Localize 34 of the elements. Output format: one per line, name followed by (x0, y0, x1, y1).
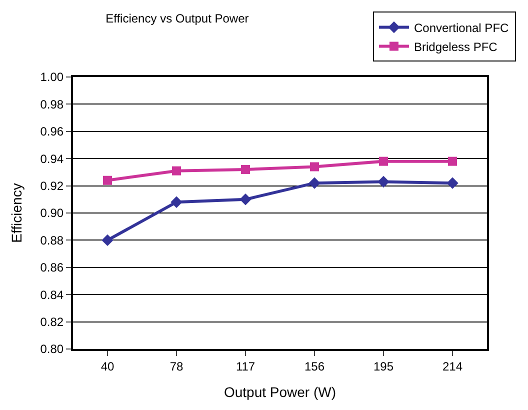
x-tick-label: 156 (304, 359, 325, 374)
x-tick-label: 40 (100, 359, 114, 374)
y-tick-label: 0.96 (40, 124, 64, 139)
y-tick-label: 0.94 (40, 152, 64, 166)
point (172, 166, 181, 176)
x-axis-title: Output Power (W) (224, 384, 336, 400)
y-tick-label: 0.82 (40, 315, 64, 329)
x-tick-label: 78 (170, 359, 184, 374)
legend-label: Bridgeless PFC (414, 40, 498, 54)
point (310, 162, 319, 172)
point (378, 176, 390, 188)
y-tick-label: 0.88 (40, 233, 64, 248)
y-axis-title: Efficiency (8, 183, 24, 243)
point (102, 234, 114, 246)
y-tick-label: 0.84 (40, 288, 64, 302)
point (379, 156, 388, 166)
y-tick-label: 0.98 (40, 97, 64, 112)
x-tick-label: 214 (442, 359, 463, 374)
point (103, 176, 112, 185)
y-tick-label: 1.00 (40, 70, 64, 84)
legend-label: Convertional PFC (414, 20, 510, 35)
y-tick-label: 0.86 (40, 260, 64, 275)
x-tick-label: 195 (373, 359, 394, 374)
x-tick-label: 117 (236, 359, 256, 374)
y-tick-label: 0.80 (40, 342, 64, 356)
y-tick-label: 0.92 (40, 179, 64, 193)
point (308, 177, 320, 189)
y-tick-label: 0.90 (40, 206, 64, 220)
point (448, 156, 457, 166)
chart-title: Efficiency vs Output Power (106, 12, 249, 26)
point (446, 177, 458, 189)
point (240, 194, 252, 206)
point (241, 164, 250, 174)
point (170, 196, 182, 208)
